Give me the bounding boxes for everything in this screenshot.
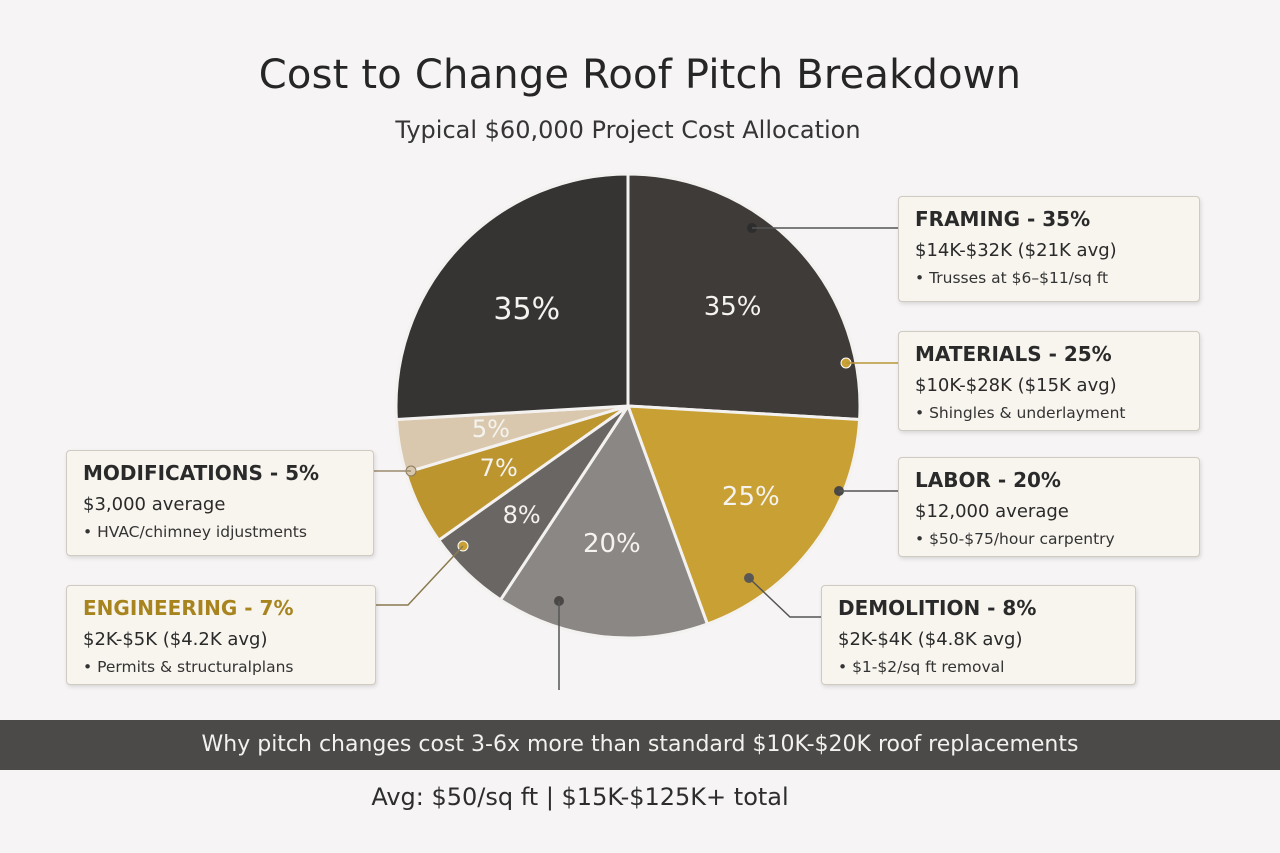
callout-amount: $3,000 average bbox=[83, 494, 226, 515]
callout-framing: FRAMING - 35% $14K-$32K ($21K avg) • Tru… bbox=[898, 196, 1200, 302]
footer-summary: Avg: $50/sq ft | $15K-$125K+ total bbox=[371, 783, 789, 811]
callout-modifications: MODIFICATIONS - 5% $3,000 average • HVAC… bbox=[66, 450, 374, 556]
slice-label: 25% bbox=[722, 482, 780, 512]
callout-heading: FRAMING - 35% bbox=[915, 207, 1091, 231]
callout-heading: MATERIALS - 25% bbox=[915, 342, 1112, 366]
callout-heading: DEMOLITION - 8% bbox=[838, 596, 1037, 620]
summary-banner: Why pitch changes cost 3-6x more than st… bbox=[0, 720, 1280, 770]
pie-slice bbox=[394, 172, 630, 422]
callout-demolition: DEMOLITION - 8% $2K-$4K ($4.8K avg) • $1… bbox=[821, 585, 1136, 685]
callout-materials: MATERIALS - 25% $10K-$28K ($15K avg) • S… bbox=[898, 331, 1200, 431]
leader-line-engineering bbox=[376, 545, 464, 606]
callout-heading: ENGINEERING - 7% bbox=[83, 596, 294, 620]
slice-label: 8% bbox=[503, 501, 541, 529]
chart-subtitle: Typical $60,000 Project Cost Allocation bbox=[395, 116, 861, 144]
callout-note: • $50-$75/hour carpentry bbox=[915, 530, 1115, 548]
pie-slice bbox=[626, 172, 862, 422]
pie-slice bbox=[498, 402, 710, 640]
callout-labor: LABOR - 20% $12,000 average • $50-$75/ho… bbox=[898, 457, 1200, 557]
callout-heading: MODIFICATIONS - 5% bbox=[83, 461, 320, 485]
callout-note: • Shingles & underlayment bbox=[915, 404, 1126, 422]
callout-note: • HVAC/chimney idjustments bbox=[83, 523, 307, 541]
callout-note: • $1-$2/sq ft removal bbox=[838, 658, 1005, 676]
callout-amount: $10K-$28K ($15K avg) bbox=[915, 375, 1117, 396]
callout-amount: $14K-$32K ($21K avg) bbox=[915, 240, 1117, 261]
leader-line-demolition bbox=[748, 577, 821, 618]
callout-note: • Trusses at $6–$11/sq ft bbox=[915, 269, 1109, 287]
callout-note: • Permits & structuralplans bbox=[83, 658, 294, 676]
slice-label: 20% bbox=[583, 529, 641, 559]
callout-engineering: ENGINEERING - 7% $2K-$5K ($4.2K avg) • P… bbox=[66, 585, 376, 685]
pie-slice bbox=[625, 404, 862, 626]
callout-amount: $2K-$5K ($4.2K avg) bbox=[83, 629, 268, 650]
callout-amount: $2K-$4K ($4.8K avg) bbox=[838, 629, 1023, 650]
slice-label: 35% bbox=[704, 292, 762, 322]
slice-label: 35% bbox=[493, 292, 560, 327]
callout-heading: LABOR - 20% bbox=[915, 468, 1061, 492]
slice-label: 7% bbox=[480, 454, 518, 482]
slice-label: 5% bbox=[472, 415, 510, 443]
callout-amount: $12,000 average bbox=[915, 501, 1069, 522]
chart-title: Cost to Change Roof Pitch Breakdown bbox=[258, 52, 1022, 98]
